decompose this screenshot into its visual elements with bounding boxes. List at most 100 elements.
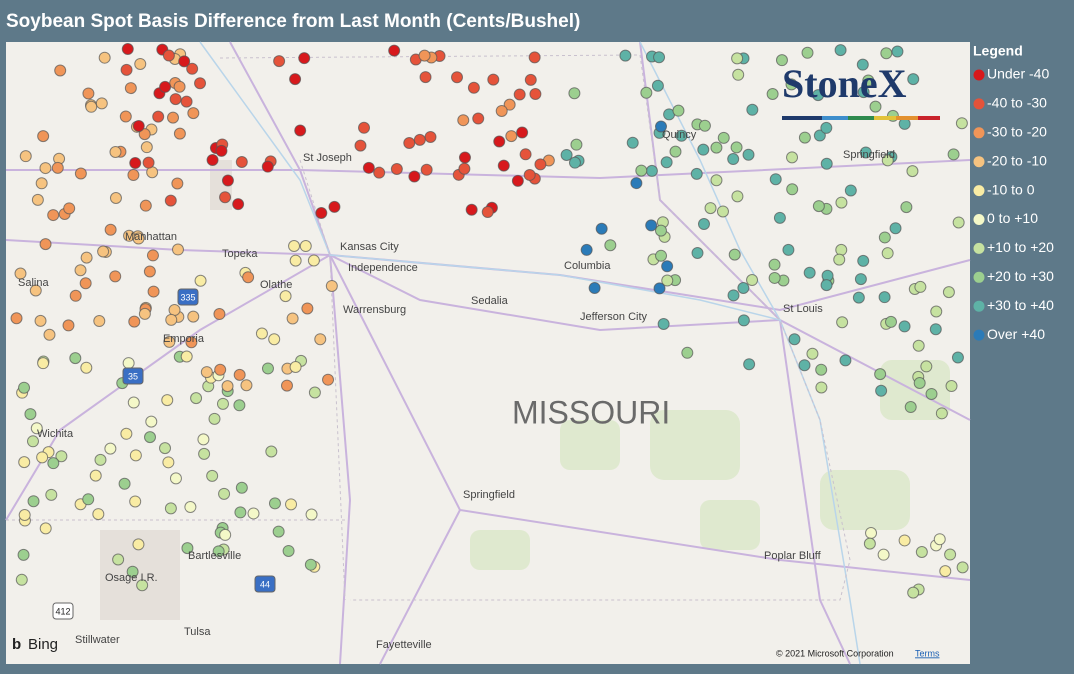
location-dot xyxy=(812,89,825,102)
location-dot xyxy=(301,302,314,315)
city-label: Poplar Bluff xyxy=(764,550,822,562)
location-dot xyxy=(39,522,52,535)
location-dot xyxy=(92,508,105,521)
location-dot xyxy=(180,95,193,108)
location-dot xyxy=(653,282,666,295)
location-dot xyxy=(857,254,870,267)
location-dot xyxy=(373,166,386,179)
location-dot xyxy=(419,71,432,84)
location-dot xyxy=(47,457,60,470)
location-dot xyxy=(907,73,920,86)
location-dot xyxy=(242,271,255,284)
rivers xyxy=(199,41,861,665)
location-dot xyxy=(118,477,131,490)
location-dot xyxy=(737,281,750,294)
location-dot xyxy=(36,451,49,464)
location-dot xyxy=(408,170,421,183)
location-dot xyxy=(595,222,608,235)
location-dot xyxy=(109,191,122,204)
location-dot xyxy=(288,240,301,253)
location-dot xyxy=(159,442,172,455)
location-dot xyxy=(820,121,833,134)
location-dot xyxy=(862,74,875,87)
location-dot xyxy=(727,289,740,302)
location-dot xyxy=(325,279,338,292)
location-dot xyxy=(54,64,67,77)
location-dot xyxy=(516,126,529,139)
location-dot xyxy=(104,442,117,455)
location-dot xyxy=(859,146,872,159)
location-dot xyxy=(844,184,857,197)
location-dot xyxy=(418,49,431,62)
location-dot xyxy=(112,553,125,566)
city-label: Quincy xyxy=(662,129,697,141)
location-dot xyxy=(691,247,704,260)
location-dot xyxy=(298,52,311,65)
location-dot xyxy=(142,156,155,169)
location-dot xyxy=(180,350,193,363)
location-dot xyxy=(875,384,888,397)
location-dot xyxy=(717,131,730,144)
location-dot xyxy=(413,133,426,146)
location-dot xyxy=(128,315,141,328)
city-label: Springfield xyxy=(843,149,895,161)
location-dot xyxy=(465,203,478,216)
city-label: Topeka xyxy=(222,248,258,260)
location-dot xyxy=(212,545,225,558)
location-dot xyxy=(94,453,107,466)
location-dot xyxy=(129,449,142,462)
location-dot xyxy=(669,145,682,158)
location-dot xyxy=(147,285,160,298)
location-dot xyxy=(289,361,302,374)
location-dot xyxy=(146,249,159,262)
location-dot xyxy=(820,157,833,170)
location-dot xyxy=(198,447,211,460)
location-dot xyxy=(852,291,865,304)
city-label: Osage I.R. xyxy=(105,572,158,584)
location-dot xyxy=(568,156,581,169)
location-dot xyxy=(221,380,234,393)
legend-swatch xyxy=(973,156,985,168)
legend-swatch xyxy=(973,300,985,312)
location-dot xyxy=(495,104,508,117)
location-dot xyxy=(661,260,674,273)
location-dot xyxy=(503,98,516,111)
location-dot xyxy=(314,333,327,346)
location-dot xyxy=(746,103,759,116)
terms-link[interactable]: Terms xyxy=(915,648,940,658)
location-dot xyxy=(63,202,76,215)
location-dot xyxy=(716,205,729,218)
city-label: Tulsa xyxy=(184,626,211,638)
location-dot xyxy=(169,472,182,485)
location-dot xyxy=(268,333,281,346)
location-dot xyxy=(138,128,151,141)
location-dot xyxy=(619,49,632,62)
location-dot xyxy=(775,54,788,67)
location-dot xyxy=(952,216,965,229)
location-dot xyxy=(655,120,668,133)
location-dot xyxy=(820,279,833,292)
location-dot xyxy=(144,431,157,444)
highway-label: 35 xyxy=(128,371,138,381)
location-dot xyxy=(920,360,933,373)
city-label: Springfield xyxy=(463,489,515,501)
location-dot xyxy=(697,143,710,156)
location-dot xyxy=(235,481,248,494)
city-label: Manhattan xyxy=(125,231,177,243)
location-dot xyxy=(836,316,849,329)
location-dot xyxy=(161,394,174,407)
location-dot xyxy=(898,534,911,547)
parks xyxy=(470,360,950,570)
location-dot xyxy=(272,525,285,538)
location-dot xyxy=(467,81,480,94)
location-dot xyxy=(74,167,87,180)
location-dot xyxy=(951,351,964,364)
location-dot xyxy=(82,87,95,100)
location-dot xyxy=(782,243,795,256)
location-dot xyxy=(947,148,960,161)
location-dot xyxy=(134,57,147,70)
bing-icon: b xyxy=(12,636,21,653)
location-dot xyxy=(119,110,132,123)
highway-label: 412 xyxy=(55,606,70,616)
location-dot xyxy=(216,397,229,410)
